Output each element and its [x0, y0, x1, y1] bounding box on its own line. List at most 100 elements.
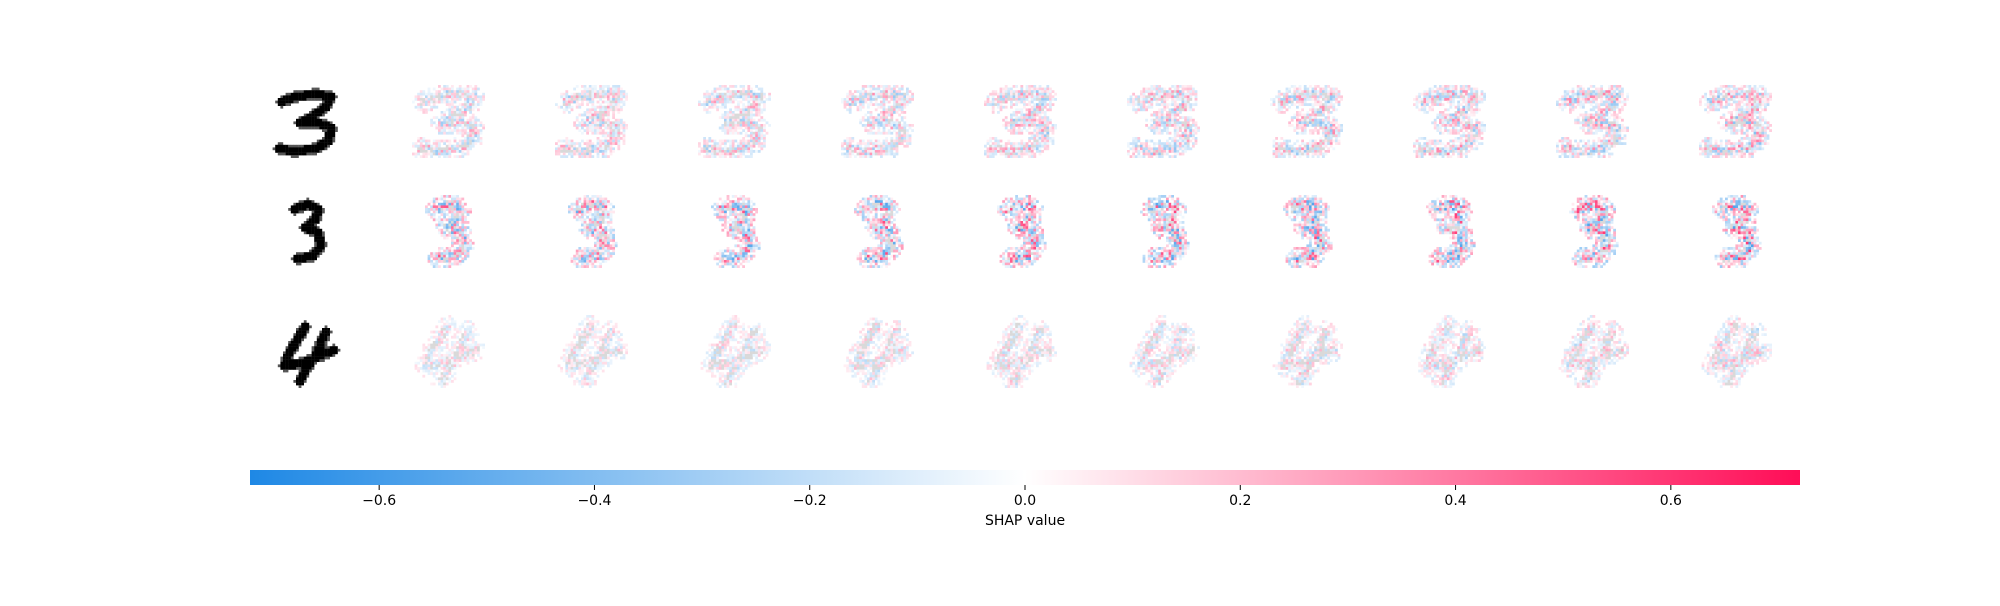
shap-pixel	[1314, 126, 1317, 130]
shap-pixel	[867, 116, 870, 119]
digit-pixel	[283, 152, 286, 156]
shap-pixel	[1322, 152, 1325, 156]
shap-pixel	[1028, 85, 1031, 88]
digit-pixel	[322, 111, 325, 114]
shap-pixel	[1314, 142, 1317, 145]
shap-pixel	[1433, 152, 1437, 156]
shap-pixel	[1301, 121, 1304, 125]
shap-pixel	[708, 92, 712, 96]
shap-pixel	[1272, 142, 1276, 145]
shap-pixel	[1602, 155, 1606, 158]
shap-pixel	[1288, 105, 1291, 109]
shap-pixel	[1309, 139, 1312, 143]
shap-pixel	[861, 116, 865, 119]
shap-pixel	[1303, 129, 1307, 132]
shap-pixel	[1184, 124, 1187, 127]
shap-pixel	[1163, 150, 1167, 153]
shap-pixel	[1004, 95, 1008, 99]
digit-pixel	[324, 98, 328, 101]
shap-pixel	[427, 90, 431, 93]
shap-pixel	[1303, 126, 1307, 130]
shap-pixel	[1023, 126, 1026, 130]
shap-pixel	[1418, 108, 1421, 112]
shap-pixel	[1327, 121, 1330, 125]
shap-pixel	[1043, 129, 1047, 132]
shap-pixel	[445, 139, 449, 143]
shap-pixel	[1608, 98, 1611, 101]
shap-pixel	[578, 92, 582, 96]
shap-pixel	[612, 85, 615, 88]
shap-pixel	[1340, 129, 1343, 132]
shap-pixel	[427, 144, 431, 148]
shap-pixel	[1600, 147, 1603, 151]
shap-pixel	[1337, 139, 1341, 143]
shap-pixel	[760, 87, 764, 91]
shap-pixel	[612, 108, 615, 112]
shap-pixel	[703, 100, 706, 104]
shap-pixel	[731, 95, 735, 99]
shap-pixel	[612, 126, 615, 130]
shap-pixel	[841, 147, 844, 151]
shap-pixel	[586, 155, 589, 158]
shap-pixel	[1480, 124, 1484, 127]
shap-pixel	[1758, 121, 1762, 125]
shap-pixel	[1041, 108, 1044, 112]
shap-pixel	[856, 100, 860, 104]
digit-pixel	[316, 98, 320, 101]
shap-pixel	[607, 144, 610, 148]
shap-pixel	[1764, 134, 1767, 138]
shap-pixel	[1319, 150, 1323, 153]
shap-pixel	[573, 121, 576, 125]
shap-pixel	[846, 142, 849, 145]
shap-pixel	[1324, 100, 1328, 104]
shap-pixel	[716, 144, 719, 148]
shap-pixel	[583, 87, 587, 91]
shap-pixel	[755, 121, 758, 125]
shap-pixel	[705, 150, 709, 153]
shap-pixel	[744, 131, 748, 135]
shap-pixel	[1470, 129, 1473, 132]
shap-pixel	[898, 121, 901, 125]
shap-pixel	[1007, 139, 1011, 143]
shap-pixel	[565, 150, 569, 153]
shap-pixel	[1137, 98, 1141, 101]
shap-pixel	[443, 100, 446, 104]
shap-pixel	[1613, 103, 1616, 106]
shap-pixel	[427, 98, 431, 101]
shap-pixel	[1732, 98, 1736, 101]
shap-pixel	[721, 103, 725, 106]
shap-pixel	[708, 103, 712, 106]
shap-pixel	[1732, 87, 1736, 91]
shap-pixel	[851, 150, 855, 153]
shap-pixel	[1719, 85, 1723, 88]
shap-pixel	[1272, 139, 1276, 143]
shap-pixel	[1428, 142, 1432, 145]
shap-pixel	[427, 95, 431, 99]
shap-pixel	[466, 139, 470, 143]
shap-pixel	[750, 98, 753, 101]
shap-pixel	[591, 118, 595, 122]
shap-pixel	[1163, 121, 1167, 125]
shap-pixel	[1725, 105, 1728, 109]
shap-pixel	[895, 124, 899, 127]
shap-pixel	[1181, 152, 1185, 156]
shap-pixel	[1597, 155, 1601, 158]
digit-pixel	[288, 100, 291, 104]
digit-pixel	[324, 129, 328, 132]
shap-pixel	[1454, 126, 1458, 130]
shap-pixel	[1028, 103, 1031, 106]
shap-pixel	[1764, 90, 1767, 93]
shap-pixel	[599, 92, 602, 96]
shap-pixel	[994, 98, 998, 101]
shap-pixel	[882, 116, 886, 119]
digit-pixel	[298, 90, 302, 93]
shap-pixel	[1158, 116, 1161, 119]
shap-pixel	[898, 124, 901, 127]
shap-pixel	[625, 126, 628, 130]
shap-pixel	[1753, 92, 1757, 96]
shap-pixel	[1441, 111, 1445, 114]
shap-pixel	[1179, 103, 1182, 106]
shap-pixel	[1335, 142, 1338, 145]
shap-pixel	[1740, 116, 1744, 119]
shap-pixel	[1454, 121, 1458, 125]
